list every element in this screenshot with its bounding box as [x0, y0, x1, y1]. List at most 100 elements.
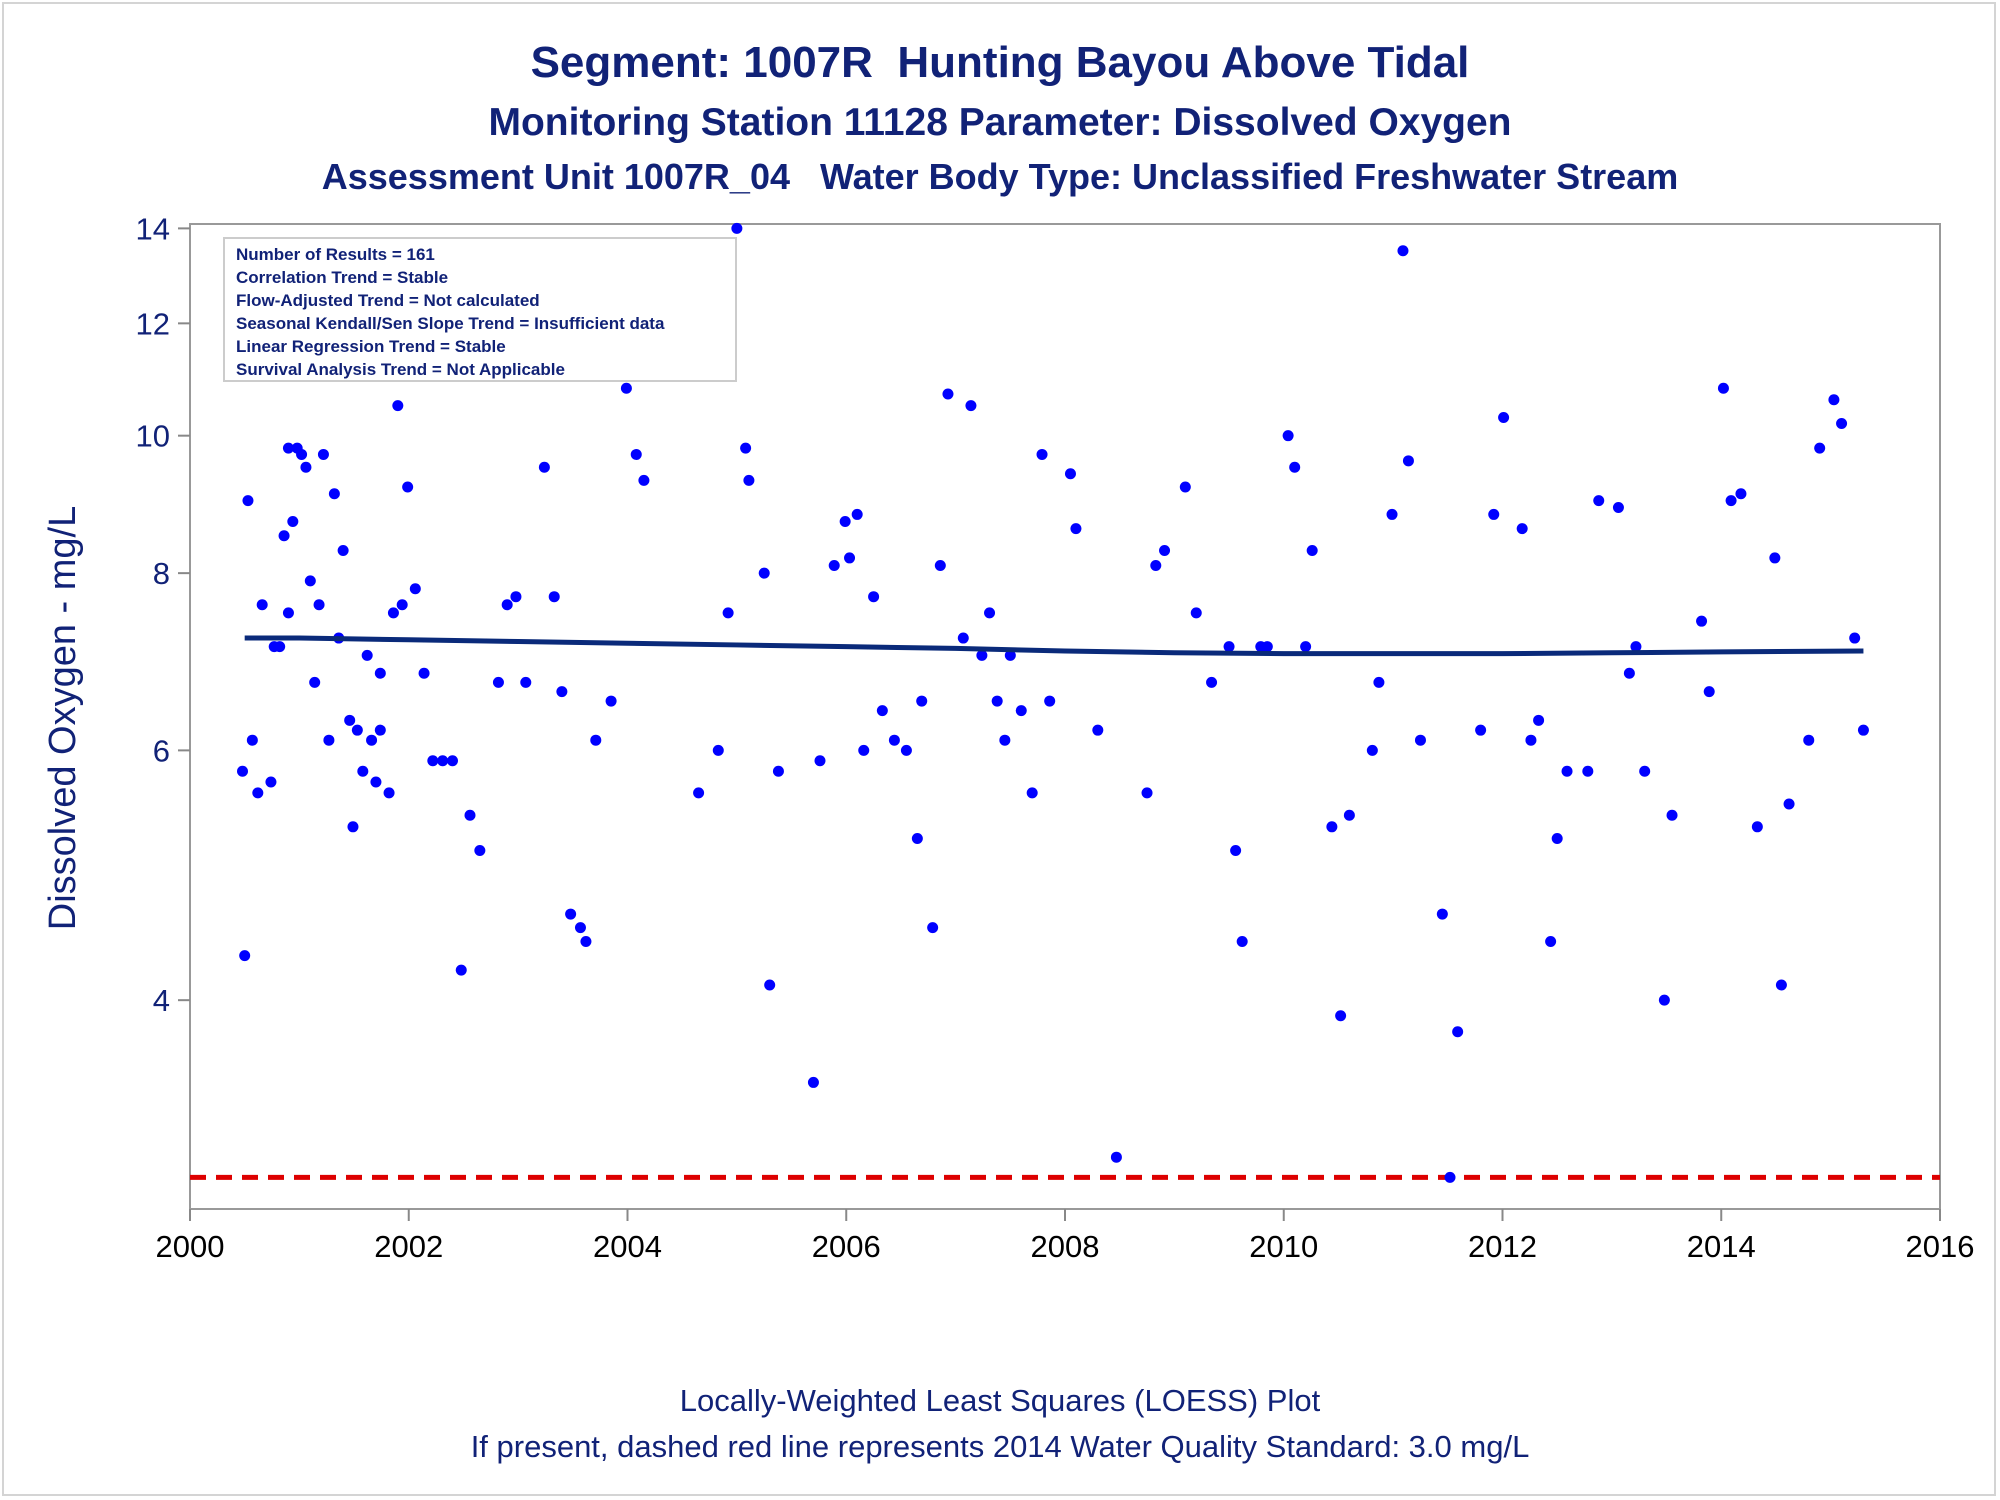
stats-line: Seasonal Kendall/Sen Slope Trend = Insuf… — [236, 314, 665, 333]
x-tick-label: 2006 — [812, 1229, 881, 1264]
data-point — [1236, 935, 1248, 947]
data-point — [1666, 809, 1678, 821]
chart-title: Segment: 1007R Hunting Bayou Above Tidal — [530, 38, 1470, 87]
data-point — [630, 448, 642, 460]
footnote-method: Locally-Weighted Least Squares (LOESS) P… — [679, 1383, 1321, 1418]
data-point — [1230, 844, 1242, 856]
data-point — [1036, 448, 1048, 460]
data-point — [858, 744, 870, 756]
data-point — [396, 599, 408, 611]
data-point — [620, 382, 632, 394]
y-tick-label: 6 — [153, 733, 170, 768]
data-point — [366, 734, 378, 746]
data-point — [772, 765, 784, 777]
data-point — [265, 776, 277, 788]
data-point — [1335, 1010, 1347, 1022]
data-point — [976, 649, 988, 661]
data-point — [328, 488, 340, 500]
data-point — [1306, 544, 1318, 556]
data-point — [1717, 382, 1729, 394]
x-tick-label: 2016 — [1906, 1229, 1975, 1264]
data-point — [501, 599, 513, 611]
x-tick-label: 2008 — [1031, 1229, 1100, 1264]
stats-line: Number of Results = 161 — [236, 245, 435, 264]
data-point — [313, 599, 325, 611]
data-point — [239, 950, 251, 962]
data-point — [764, 979, 776, 991]
x-tick-label: 2010 — [1249, 1229, 1318, 1264]
data-point — [1545, 935, 1557, 947]
data-point — [828, 559, 840, 571]
x-tick-label: 2002 — [374, 1229, 443, 1264]
data-point — [888, 734, 900, 746]
x-tick-label: 2000 — [156, 1229, 225, 1264]
chart-subtitle: Monitoring Station 11128 Parameter: Diss… — [488, 101, 1512, 144]
data-point — [1849, 632, 1861, 644]
data-point — [1179, 481, 1191, 493]
data-point — [605, 695, 617, 707]
data-point — [868, 591, 880, 603]
data-point — [844, 552, 856, 564]
data-point — [1751, 821, 1763, 833]
y-tick-label: 8 — [153, 556, 170, 591]
data-point — [1582, 765, 1594, 777]
data-point — [344, 714, 356, 726]
data-point — [911, 833, 923, 845]
data-point — [1783, 798, 1795, 810]
data-point — [1452, 1026, 1464, 1038]
data-point — [1064, 468, 1076, 480]
stats-line: Survival Analysis Trend = Not Applicable — [236, 360, 565, 379]
data-point — [309, 676, 321, 688]
data-point — [300, 461, 312, 473]
data-point — [1402, 455, 1414, 467]
data-point — [242, 495, 254, 507]
data-point — [851, 508, 863, 520]
data-point — [839, 515, 851, 527]
data-point — [1326, 821, 1338, 833]
data-point — [392, 400, 404, 412]
data-point — [548, 591, 560, 603]
data-point — [538, 461, 550, 473]
data-point — [731, 222, 743, 234]
data-point — [1488, 508, 1500, 520]
data-point — [1300, 641, 1312, 653]
data-point — [1190, 607, 1202, 619]
data-point — [1525, 734, 1537, 746]
data-point — [876, 705, 888, 717]
data-point — [351, 724, 363, 736]
data-point — [1444, 1171, 1456, 1183]
data-point — [1150, 559, 1162, 571]
y-axis-label: Dissolved Oxygen - mg/L — [42, 506, 84, 931]
data-point — [337, 544, 349, 556]
data-point — [1110, 1151, 1122, 1163]
loess-trend-line — [244, 635, 1864, 657]
data-point — [1092, 724, 1104, 736]
data-point — [1857, 724, 1869, 736]
data-point — [361, 649, 373, 661]
data-point — [437, 755, 449, 767]
data-point — [323, 734, 335, 746]
data-point — [370, 776, 382, 788]
data-point — [590, 734, 602, 746]
data-point — [1223, 641, 1235, 653]
data-point — [991, 695, 1003, 707]
data-point — [916, 695, 928, 707]
data-point — [807, 1076, 819, 1088]
data-point — [722, 607, 734, 619]
data-point — [347, 821, 359, 833]
data-point — [1561, 765, 1573, 777]
data-point — [237, 765, 248, 777]
data-point — [1551, 833, 1563, 845]
data-point — [402, 481, 414, 493]
data-point — [984, 607, 996, 619]
data-point — [474, 844, 486, 856]
x-axis: 2000 2002 2004 2006 2008 2010 2012 2014 2016 — [156, 1209, 1975, 1264]
data-point — [510, 591, 522, 603]
data-point — [1769, 552, 1781, 564]
stats-box: Number of Results = 161 Correlation Trend… — [223, 237, 737, 382]
x-tick-label: 2014 — [1687, 1229, 1756, 1264]
data-point — [942, 388, 954, 400]
footnote-standard: If present, dashed red line represents 2… — [470, 1429, 1530, 1464]
data-point — [1630, 641, 1642, 653]
data-point — [1516, 523, 1528, 535]
